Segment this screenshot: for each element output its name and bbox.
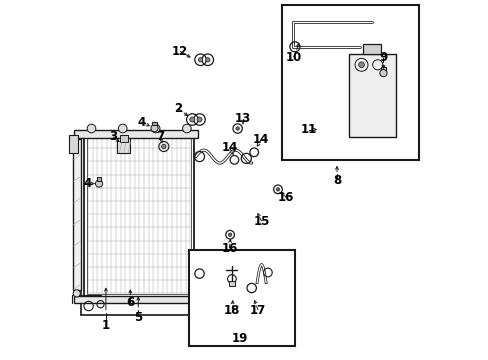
- Circle shape: [197, 117, 202, 122]
- Text: 3: 3: [109, 130, 117, 143]
- Circle shape: [162, 144, 166, 149]
- Circle shape: [198, 58, 203, 62]
- Circle shape: [87, 124, 96, 133]
- Bar: [73, 139, 81, 290]
- Text: 4: 4: [138, 116, 146, 129]
- Circle shape: [182, 124, 191, 133]
- Bar: [117, 138, 130, 153]
- Text: 19: 19: [231, 332, 248, 345]
- Circle shape: [118, 124, 127, 133]
- Text: 16: 16: [278, 191, 294, 204]
- Bar: [84, 131, 194, 297]
- Circle shape: [276, 188, 279, 191]
- Circle shape: [151, 125, 158, 132]
- Text: 17: 17: [249, 304, 266, 317]
- Text: 1: 1: [102, 319, 110, 332]
- Text: 7: 7: [156, 130, 164, 143]
- Bar: [363, 44, 381, 54]
- Circle shape: [73, 290, 80, 297]
- Bar: [188, 250, 294, 346]
- Text: 8: 8: [332, 174, 341, 186]
- Text: 15: 15: [253, 215, 269, 228]
- Circle shape: [235, 127, 239, 130]
- Circle shape: [379, 69, 386, 77]
- Text: 10: 10: [285, 51, 301, 64]
- Text: 14: 14: [252, 133, 269, 146]
- Text: 4: 4: [83, 177, 92, 190]
- Bar: [152, 122, 156, 125]
- Text: 18: 18: [224, 304, 240, 317]
- Text: 5: 5: [134, 311, 142, 324]
- Text: 11: 11: [300, 123, 316, 136]
- Bar: [69, 135, 78, 153]
- Text: 12: 12: [171, 45, 187, 58]
- Bar: [120, 135, 128, 142]
- Text: 13: 13: [234, 112, 251, 125]
- Text: 2: 2: [173, 102, 182, 114]
- Bar: [97, 177, 101, 181]
- Bar: [73, 130, 197, 138]
- Text: 6: 6: [126, 296, 134, 309]
- Text: 16: 16: [221, 242, 237, 255]
- Bar: [348, 54, 395, 137]
- Bar: [282, 5, 418, 160]
- Circle shape: [189, 117, 194, 122]
- Circle shape: [95, 180, 102, 187]
- Bar: [380, 67, 386, 73]
- Circle shape: [228, 233, 231, 237]
- Text: 14: 14: [221, 141, 237, 154]
- Text: 9: 9: [379, 51, 387, 64]
- Circle shape: [151, 124, 160, 133]
- Bar: [87, 134, 191, 294]
- Bar: [73, 296, 197, 303]
- Circle shape: [159, 141, 168, 152]
- Circle shape: [358, 62, 364, 68]
- Circle shape: [205, 58, 209, 62]
- Bar: [228, 281, 234, 286]
